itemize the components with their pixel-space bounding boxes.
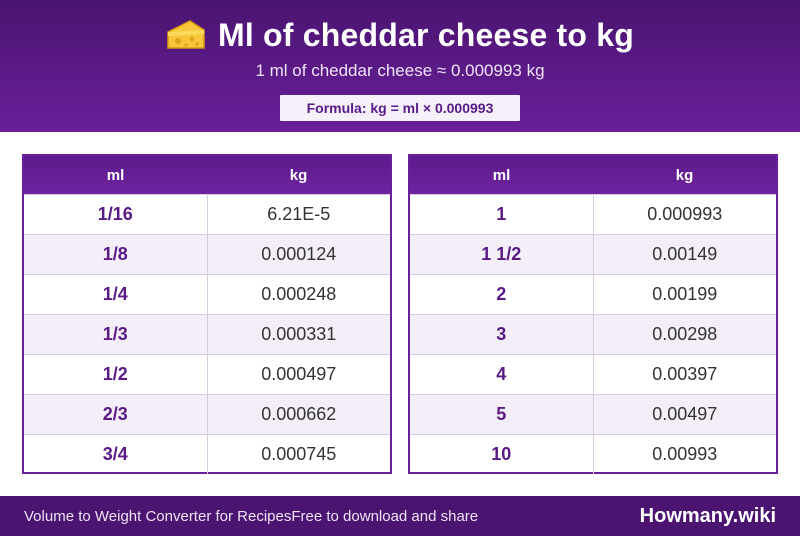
kg-cell: 0.00199 [652, 284, 718, 304]
ml-cell: 1 [410, 195, 594, 234]
column-header-ml: ml [492, 166, 511, 184]
brand-logo[interactable]: Howmany.wiki [639, 504, 776, 527]
title-row: Ml of cheddar cheese to kg [0, 14, 800, 56]
footer-share-text: Free to download and share [291, 507, 479, 525]
kg-cell: 0.000124 [261, 244, 337, 264]
kg-cell: 0.000331 [261, 324, 337, 344]
table-row: 5 0.00497 [410, 394, 776, 434]
table-row: 10 0.00993 [410, 434, 776, 474]
ml-cell: 1/2 [24, 355, 208, 394]
kg-cell: 0.000993 [647, 204, 723, 224]
ml-cell: 3/4 [24, 435, 208, 474]
ml-cell: 10 [410, 435, 594, 474]
ml-cell: 4 [410, 355, 594, 394]
kg-cell: 6.21E-5 [267, 204, 331, 224]
ml-cell: 1/4 [24, 275, 208, 314]
ml-cell: 1/3 [24, 315, 208, 354]
table-header: ml kg [24, 156, 390, 194]
cheese-icon [167, 20, 205, 49]
formula-badge: Formula: kg = ml × 0.000993 [280, 95, 520, 121]
table-row: 2 0.00199 [410, 274, 776, 314]
table-row: 1/4 0.000248 [24, 274, 390, 314]
ml-cell: 1/16 [24, 195, 208, 234]
kg-cell: 0.000662 [261, 404, 337, 424]
kg-cell: 0.00149 [652, 244, 718, 264]
kg-cell: 0.000248 [261, 284, 337, 304]
ml-cell: 2 [410, 275, 594, 314]
footer: Volume to Weight Converter for Recipes Fr… [0, 496, 800, 536]
page-title: Ml of cheddar cheese to kg [218, 16, 634, 53]
ml-cell: 1 1/2 [410, 235, 594, 274]
kg-cell: 0.000497 [261, 364, 337, 384]
column-header-kg: kg [675, 166, 694, 184]
kg-cell: 0.00497 [652, 404, 718, 424]
ml-cell: 2/3 [24, 395, 208, 434]
header: Ml of cheddar cheese to kg 1 ml of chedd… [0, 0, 800, 132]
conversion-table-right: ml kg 1 0.000993 1 1/2 0.00149 2 0.00199… [408, 154, 778, 474]
table-row: 1/16 6.21E-5 [24, 194, 390, 234]
table-row: 1/2 0.000497 [24, 354, 390, 394]
table-row: 3 0.00298 [410, 314, 776, 354]
table-row: 1/3 0.000331 [24, 314, 390, 354]
ml-cell: 3 [410, 315, 594, 354]
table-row: 1 0.000993 [410, 194, 776, 234]
table-row: 4 0.00397 [410, 354, 776, 394]
kg-cell: 0.00993 [652, 444, 718, 464]
table-row: 1/8 0.000124 [24, 234, 390, 274]
ml-cell: 1/8 [24, 235, 208, 274]
ml-cell: 5 [410, 395, 594, 434]
conversion-table-left: ml kg 1/16 6.21E-5 1/8 0.000124 1/4 0.00… [22, 154, 392, 474]
column-header-kg: kg [289, 166, 308, 184]
table-header: ml kg [410, 156, 776, 194]
footer-description: Volume to Weight Converter for Recipes Fr… [24, 496, 478, 536]
kg-cell: 0.00298 [652, 324, 718, 344]
column-header-ml: ml [106, 166, 125, 184]
footer-converter-text: Volume to Weight Converter for Recipes [24, 507, 292, 525]
table-row: 3/4 0.000745 [24, 434, 390, 474]
table-row: 2/3 0.000662 [24, 394, 390, 434]
table-row: 1 1/2 0.00149 [410, 234, 776, 274]
kg-cell: 0.000745 [261, 444, 337, 464]
kg-cell: 0.00397 [652, 364, 718, 384]
subtitle: 1 ml of cheddar cheese ≈ 0.000993 kg [255, 61, 545, 80]
